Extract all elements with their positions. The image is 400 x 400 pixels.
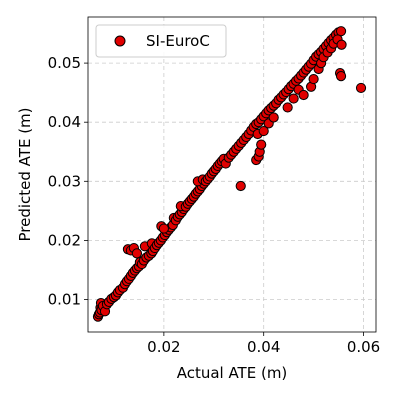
data-points bbox=[92, 26, 367, 322]
legend-box bbox=[95, 24, 227, 58]
grid bbox=[88, 17, 376, 332]
y-tick-label: 0.04 bbox=[48, 113, 81, 131]
scatter-point bbox=[355, 82, 367, 94]
scatter-point bbox=[335, 71, 347, 82]
scatter-point bbox=[298, 89, 309, 101]
legend: SI-EuroC bbox=[95, 24, 227, 58]
y-axis-label: Predicted ATE (m) bbox=[16, 107, 34, 241]
scatter-point bbox=[158, 223, 169, 234]
scatter-point bbox=[336, 39, 347, 50]
scatter-point bbox=[258, 125, 269, 137]
scatter-point bbox=[308, 73, 319, 85]
y-tick-label: 0.05 bbox=[48, 54, 81, 72]
x-axis-label: Actual ATE (m) bbox=[177, 364, 288, 382]
y-tick-label: 0.02 bbox=[48, 231, 81, 249]
scatter-point bbox=[288, 93, 299, 104]
plot-frame bbox=[87, 16, 377, 333]
scatter-point bbox=[235, 180, 246, 192]
legend-marker bbox=[114, 35, 126, 47]
x-tick-label: 0.02 bbox=[147, 338, 180, 356]
scatter-point bbox=[282, 102, 293, 113]
scatter-point bbox=[256, 139, 267, 150]
legend-label: SI-EuroC bbox=[146, 32, 210, 50]
y-tick-label: 0.01 bbox=[48, 290, 81, 308]
scatter-point bbox=[131, 248, 143, 259]
scatter-point bbox=[268, 112, 279, 123]
x-tick-label: 0.04 bbox=[247, 338, 280, 356]
axis-ticks: 0.02 0.04 0.06 0.01 0.02 0.03 0.04 0.05 bbox=[48, 54, 381, 356]
y-tick-label: 0.03 bbox=[48, 172, 81, 190]
x-tick-label: 0.06 bbox=[347, 338, 380, 356]
